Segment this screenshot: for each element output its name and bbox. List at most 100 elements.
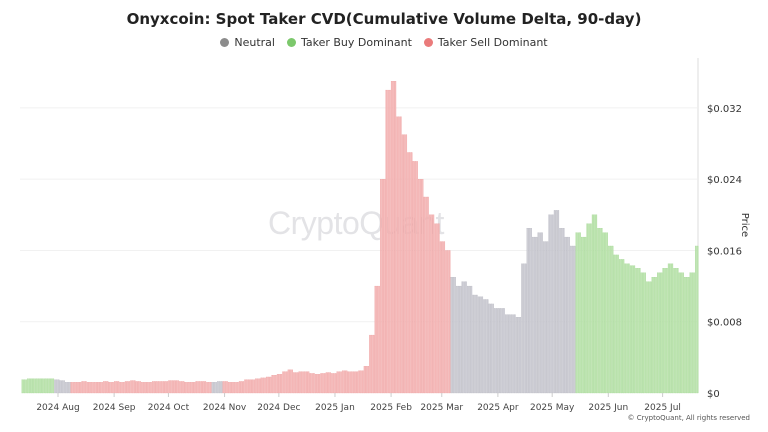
bar-neutral [211, 382, 214, 394]
x-tick-label: 2024 Dec [257, 403, 300, 413]
bar-buy [21, 379, 24, 394]
bar-neutral [495, 308, 498, 394]
legend-dot-neutral [220, 38, 230, 47]
bar-sell [184, 382, 187, 394]
bar-sell [333, 373, 335, 394]
legend-label: Taker Buy Dominant [300, 36, 412, 49]
bar-buy [613, 254, 616, 394]
bar-sell [200, 381, 203, 394]
bar-neutral [515, 317, 518, 394]
bar-neutral [61, 380, 64, 394]
bar-neutral [512, 314, 514, 394]
bar-sell [106, 381, 109, 394]
bar-neutral [510, 314, 513, 394]
legend-item-sell[interactable]: Taker Sell Dominant [423, 36, 548, 49]
bar-neutral [450, 277, 453, 394]
bar-sell [360, 370, 362, 394]
bar-neutral [523, 263, 525, 394]
bar-sell [148, 382, 150, 394]
bar-neutral [528, 228, 531, 394]
bar-buy [586, 223, 589, 394]
bar-neutral [215, 382, 217, 394]
bar-neutral [488, 303, 491, 394]
bar-sell [193, 382, 196, 394]
bar-sell [146, 382, 149, 394]
bar-neutral [468, 285, 471, 394]
bar-buy [680, 272, 683, 394]
bar-sell [401, 134, 404, 394]
bar-neutral [213, 382, 216, 394]
bar-sell [405, 134, 408, 394]
bar-sell [81, 381, 84, 394]
bar-sell [264, 377, 266, 394]
bar-sell [133, 380, 136, 394]
bar-sell [235, 382, 237, 394]
bar-buy [691, 272, 694, 394]
bar-buy [640, 272, 643, 394]
legend-dot-sell [423, 38, 433, 47]
bar-sell [240, 381, 243, 394]
bar-buy [626, 263, 628, 394]
bar-sell [74, 382, 76, 394]
bar-sell [389, 89, 391, 394]
bar-sell [151, 381, 154, 394]
bar-sell [322, 373, 324, 394]
bar-sell [246, 379, 248, 394]
bar-neutral [562, 228, 565, 394]
bar-sell [367, 366, 370, 394]
bar-sell [347, 371, 350, 394]
bar-buy [48, 378, 51, 394]
legend-item-neutral[interactable]: Neutral [220, 36, 275, 49]
bar-buy [575, 232, 578, 394]
bar-buy [669, 263, 672, 394]
bar-buy [609, 245, 612, 394]
bar-sell [119, 382, 122, 394]
bar-buy [689, 272, 692, 394]
bar-sell [224, 381, 227, 394]
bar-neutral [557, 210, 560, 394]
bar-buy [631, 265, 634, 394]
bar-buy [696, 245, 699, 394]
bar-sell [443, 241, 446, 394]
bar-sell [233, 382, 236, 394]
bar-sell [186, 382, 188, 394]
x-tick-label: 2024 Nov [203, 403, 247, 413]
bar-neutral [457, 285, 460, 394]
bar-sell [372, 334, 375, 394]
bar-neutral [561, 228, 563, 394]
bar-neutral [459, 285, 462, 394]
bar-buy [678, 272, 681, 394]
bar-buy [37, 378, 40, 394]
bar-neutral [504, 314, 507, 394]
bar-neutral [532, 236, 534, 394]
bar-neutral [479, 296, 482, 394]
bar-sell [403, 134, 406, 394]
y-axis-label: Price [739, 213, 750, 237]
bar-sell [159, 381, 161, 394]
bar-sell [72, 382, 74, 394]
bar-sell [103, 381, 105, 394]
bar-buy [682, 272, 684, 394]
bar-neutral [566, 236, 569, 394]
legend-item-buy[interactable]: Taker Buy Dominant [286, 36, 412, 49]
bar-sell [70, 382, 73, 394]
bar-sell [430, 214, 433, 394]
bar-neutral [490, 303, 493, 394]
bar-sell [115, 381, 118, 394]
bar-sell [179, 381, 181, 394]
bar-sell [222, 381, 225, 394]
bar-sell [280, 374, 283, 394]
bar-sell [137, 381, 140, 394]
bar-neutral [535, 236, 538, 394]
bar-sell [95, 382, 98, 394]
bar-neutral [521, 263, 523, 394]
bar-sell [323, 373, 326, 394]
bar-sell [209, 382, 212, 394]
bar-sell [342, 370, 344, 394]
bar-sell [385, 89, 388, 394]
bar-neutral [68, 382, 71, 394]
bar-sell [262, 377, 265, 394]
legend: Neutral Taker Buy Dominant Taker Sell Do… [0, 36, 768, 49]
bar-sell [398, 116, 400, 394]
bar-neutral [463, 281, 465, 394]
